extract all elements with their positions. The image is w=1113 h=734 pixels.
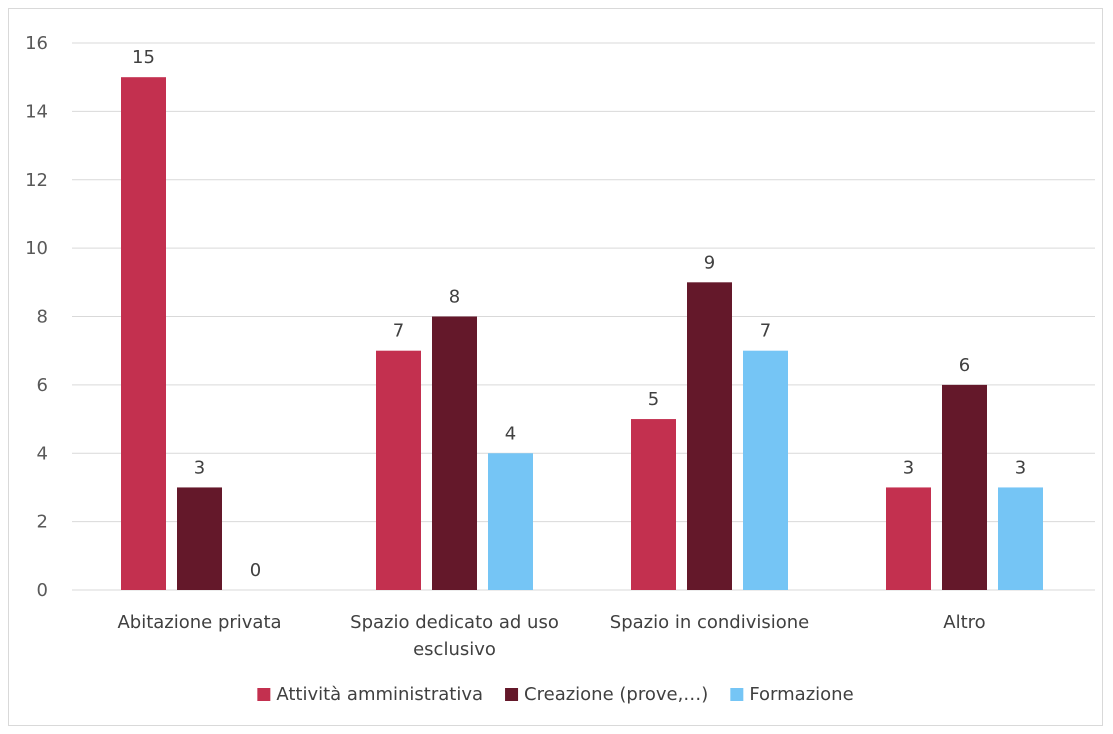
bar-2-1 xyxy=(376,350,421,590)
bar-4-1 xyxy=(886,487,931,590)
data-label-1-3: 0 xyxy=(250,560,261,581)
y-tick-label-6: 6 xyxy=(37,375,48,396)
data-label-4-2: 6 xyxy=(959,355,970,376)
y-tick-label-12: 12 xyxy=(25,170,48,191)
y-tick-label-2: 2 xyxy=(37,512,48,533)
data-label-2-1: 7 xyxy=(393,321,404,342)
legend-swatch-3 xyxy=(730,688,744,701)
category-label-4: Altro xyxy=(943,612,985,633)
data-label-3-1: 5 xyxy=(648,389,659,410)
y-tick-label-10: 10 xyxy=(25,238,48,259)
y-tick-label-16: 16 xyxy=(25,33,48,54)
data-label-3-3: 7 xyxy=(760,321,771,342)
category-label-3: Spazio in condivisione xyxy=(610,612,809,633)
y-tick-label-0: 0 xyxy=(37,580,48,601)
bar-3-3 xyxy=(743,350,788,590)
bar-3-2 xyxy=(687,282,732,590)
data-label-4-1: 3 xyxy=(903,457,914,478)
data-label-3-2: 9 xyxy=(704,252,715,273)
bar-4-2 xyxy=(942,384,987,590)
bar-3-1 xyxy=(631,419,676,590)
chart-frame xyxy=(8,8,1103,726)
bar-2-3 xyxy=(488,453,533,590)
legend-swatch-2 xyxy=(505,688,519,701)
bar-2-2 xyxy=(432,316,477,590)
category-label-2: Spazio dedicato ad uso esclusivo xyxy=(350,612,559,660)
y-tick-label-14: 14 xyxy=(25,101,48,122)
data-label-2-2: 8 xyxy=(449,287,460,308)
y-tick-label-8: 8 xyxy=(37,307,48,328)
legend-swatch-1 xyxy=(257,688,271,701)
legend-label-2: Creazione (prove,…) xyxy=(524,684,708,705)
legend-label-3: Formazione xyxy=(749,684,853,705)
bar-1-2 xyxy=(177,487,222,590)
category-label-1: Abitazione privata xyxy=(117,612,281,633)
bar-4-3 xyxy=(998,487,1043,590)
data-label-2-3: 4 xyxy=(505,423,516,444)
data-label-1-2: 3 xyxy=(194,457,205,478)
data-label-4-3: 3 xyxy=(1015,457,1026,478)
bar-1-1 xyxy=(121,77,166,590)
y-tick-label-4: 4 xyxy=(37,443,48,464)
data-label-1-1: 15 xyxy=(132,47,155,68)
legend-label-1: Attività amministrativa xyxy=(276,684,483,705)
